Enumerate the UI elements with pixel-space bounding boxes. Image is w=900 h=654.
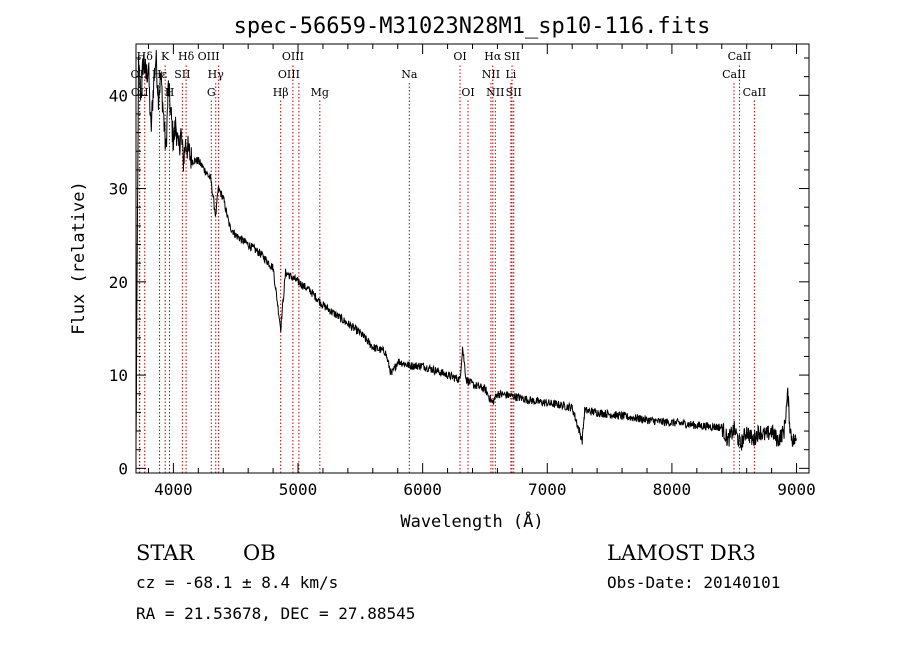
y-axis-ticks: 0 10 20 30 40 <box>109 57 809 478</box>
spectrum-series-line <box>135 50 797 451</box>
spectral-line-label: OIII <box>198 50 220 63</box>
spectral-line-label: Hδ <box>137 50 154 63</box>
x-tick-label: 8000 <box>653 480 692 499</box>
spectral-line-label: Hα <box>484 50 502 63</box>
spectral-line-label: CaII <box>722 68 746 81</box>
y-axis-label: Flux (relative) <box>69 181 89 335</box>
y-tick-label: 10 <box>109 366 128 385</box>
plot-frame <box>135 43 810 474</box>
spectral-line-label: OIII <box>278 68 300 81</box>
spectral-line-label: G <box>207 86 216 99</box>
spectral-line-label: Li <box>505 68 516 81</box>
x-axis-ticks: 4000 5000 6000 7000 8000 9000 <box>147 44 816 499</box>
spectral-line-label: Hδ <box>178 50 195 63</box>
x-tick-label: 7000 <box>528 480 567 499</box>
object-class: STAR <box>136 541 195 565</box>
cz-value: cz = -68.1 ± 8.4 km/s <box>136 573 338 592</box>
y-tick-label: 0 <box>118 459 128 478</box>
spectral-line-label: SII <box>174 68 190 81</box>
survey-name: LAMOST DR3 <box>607 541 756 565</box>
coordinates: RA = 21.53678, DEC = 27.88545 <box>136 604 415 623</box>
spectral-line-label: OI <box>453 50 466 63</box>
spectral-line-label: K <box>161 50 170 63</box>
x-tick-label: 5000 <box>279 480 318 499</box>
spectral-line-label: Hγ <box>208 68 225 81</box>
x-axis-label: Wavelength (Å) <box>400 510 543 532</box>
x-tick-label: 9000 <box>777 480 816 499</box>
y-tick-label: 40 <box>109 86 128 105</box>
x-tick-label: 4000 <box>154 480 193 499</box>
x-tick-label: 6000 <box>403 480 442 499</box>
spectral-line-label: CaII <box>728 50 752 63</box>
y-tick-label: 20 <box>109 273 128 292</box>
spectral-line-label: NII <box>482 68 500 81</box>
chart-title: spec-56659-M31023N28M1_sp10-116.fits <box>234 14 711 39</box>
object-subclass: OB <box>243 541 276 565</box>
spectral-line-label: Mg <box>311 86 329 99</box>
y-tick-label: 30 <box>109 180 128 199</box>
spectral-line-label: SII <box>506 86 522 99</box>
spectral-line-label: OI <box>461 86 474 99</box>
obs-date: Obs-Date: 20140101 <box>607 573 780 592</box>
spectral-line-label: OIII <box>282 50 304 63</box>
plot-area <box>135 50 797 451</box>
spectral-line-label: Na <box>401 68 418 81</box>
spectral-line-label: CaII <box>743 86 767 99</box>
spectral-line-label: Hβ <box>273 86 289 99</box>
spectral-line-label: SII <box>504 50 520 63</box>
spectral-line-label: NII <box>486 86 504 99</box>
